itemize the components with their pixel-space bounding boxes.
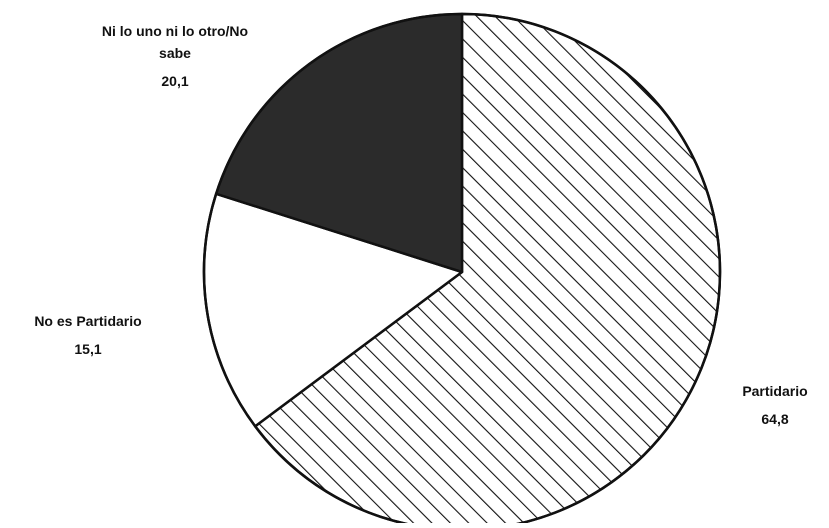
pie-labels: Partidario 64,8 No es Partidario 15,1 Ni lo … [34, 23, 807, 427]
slice-label-ni-lo-uno-ni-lo-otro-no-sabe-line-1: Ni lo uno ni lo otro/No [102, 23, 248, 39]
slice-value-ni-lo-uno-ni-lo-otro-no-sabe: 20,1 [161, 73, 188, 89]
slice-label-no-es-partidario-line-1: No es Partidario [34, 313, 141, 329]
pie-outline [202, 12, 722, 528]
pie-slices [202, 12, 722, 528]
slice-value-partidario: 64,8 [761, 411, 788, 427]
slice-label-partidario-line-1: Partidario [742, 383, 807, 399]
slice-label-ni-lo-uno-ni-lo-otro-no-sabe-line-2: sabe [159, 45, 191, 61]
slice-value-no-es-partidario: 15,1 [74, 341, 101, 357]
